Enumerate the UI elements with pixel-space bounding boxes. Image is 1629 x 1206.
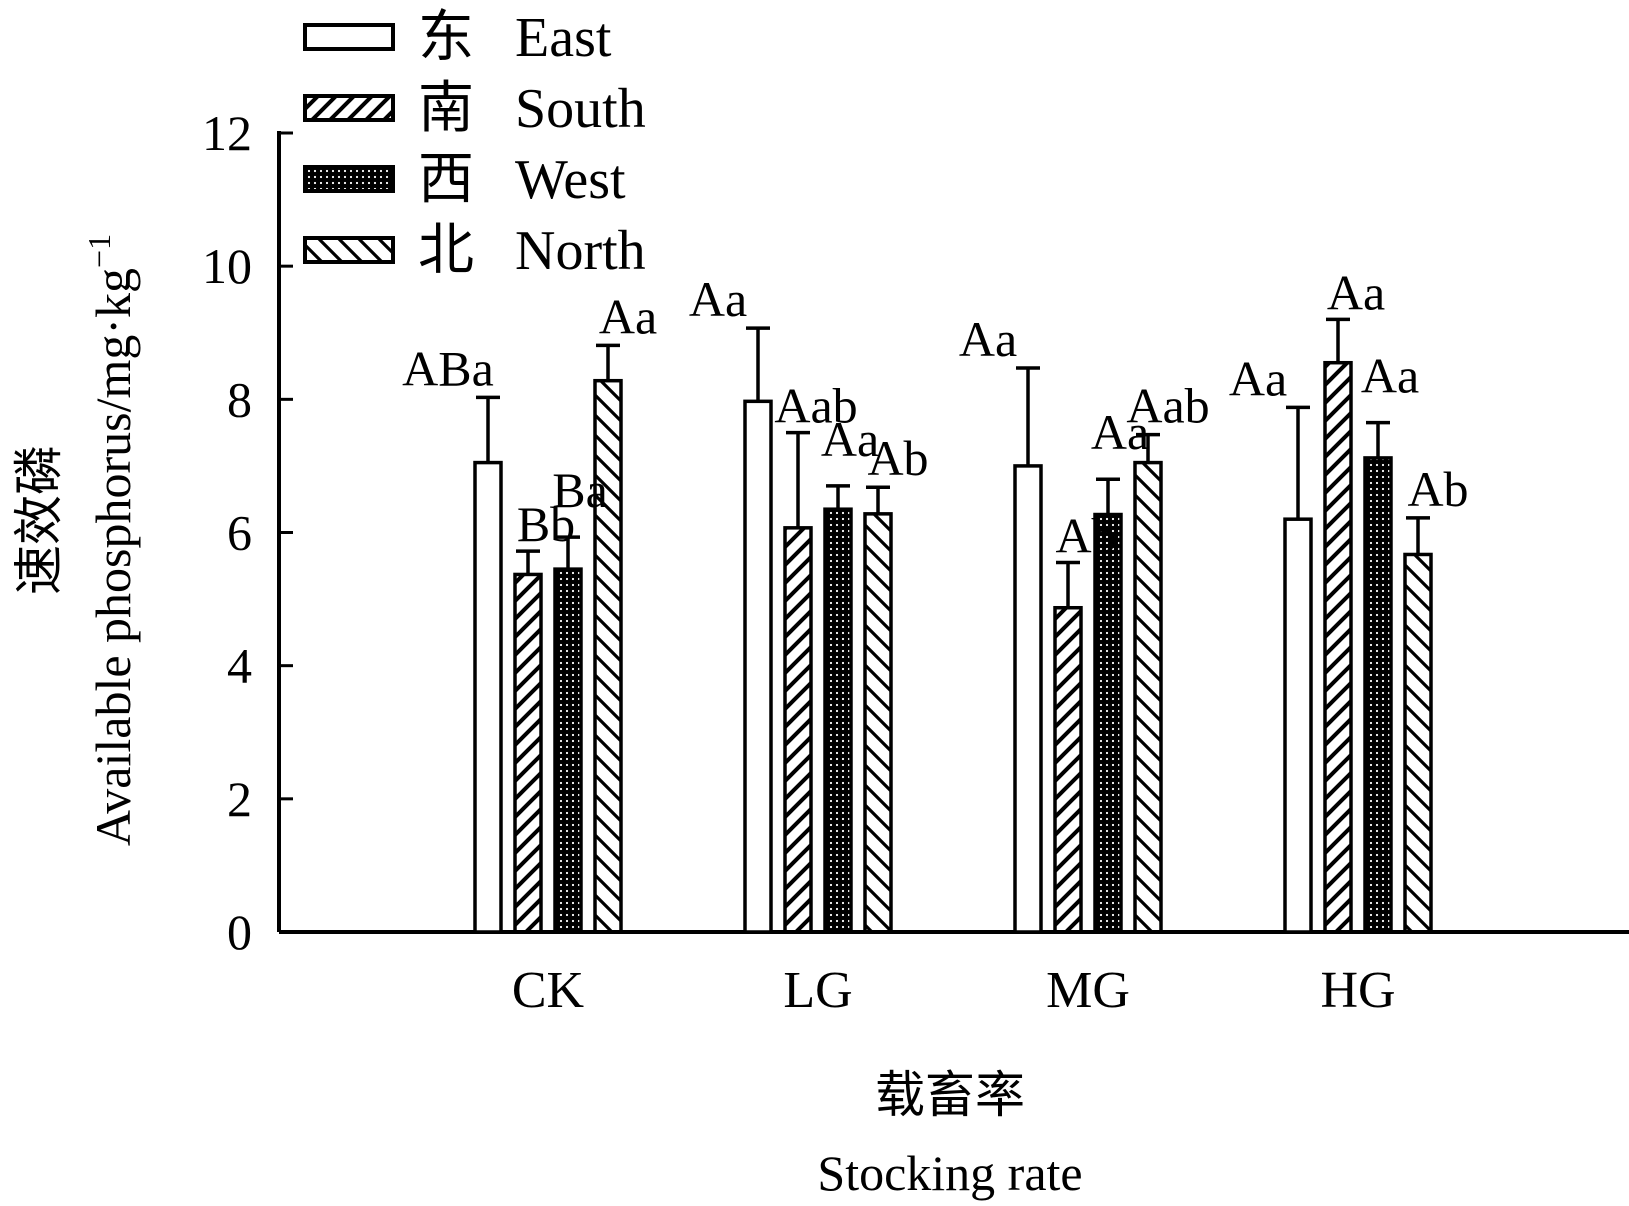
bar-west-lg: [823, 484, 853, 934]
y-tick-label: 4: [227, 638, 252, 694]
significance-label: Aa: [599, 288, 657, 344]
significance-label: Ab: [1055, 507, 1116, 563]
y-tick-label: 2: [227, 771, 252, 827]
legend-item-west: 西 West: [303, 149, 626, 211]
legend-item-south: 南 South: [303, 78, 646, 140]
x-axis-title: Stocking rate: [817, 1145, 1082, 1201]
bar-west-hg: [1363, 420, 1393, 934]
bar-south-mg: [1053, 560, 1083, 934]
y-tick-label: 8: [227, 371, 252, 427]
significance-label: Ba: [552, 462, 608, 518]
bar-south-lg: [783, 430, 813, 934]
significance-label: Aa: [1361, 348, 1419, 404]
y-tick-label: 0: [227, 904, 252, 960]
legend-swatch: [303, 236, 395, 264]
significance-label: Aa: [821, 411, 879, 467]
bars: [473, 317, 1433, 934]
bar-rect: [553, 567, 583, 934]
legend-label: North: [515, 220, 646, 282]
x-category-label: CK: [512, 962, 585, 1019]
bar-east-hg: [1283, 405, 1313, 934]
bar-rect: [1403, 552, 1433, 934]
legend: 东 East 南 South 西 West 北 North: [303, 7, 646, 282]
legend-label-cn: 东: [418, 7, 474, 69]
significance-label: Aa: [959, 311, 1017, 367]
legend-label: East: [515, 7, 612, 69]
bar-rect: [1283, 517, 1313, 934]
bar-rect: [1323, 360, 1353, 934]
legend-label: West: [515, 149, 626, 211]
bar-rect: [743, 399, 773, 934]
y-axis-title: Available phosphorus/mg·kg−1: [81, 234, 141, 846]
legend-swatch: [303, 23, 395, 51]
bar-south-hg: [1323, 317, 1353, 934]
y-tick-label: 12: [202, 105, 252, 161]
legend-label: South: [515, 78, 646, 140]
bar-rect: [1363, 456, 1393, 934]
bar-north-mg: [1133, 432, 1163, 934]
bar-east-ck: [473, 395, 503, 934]
bar-rect: [1013, 464, 1043, 934]
y-tick-label: 6: [227, 505, 252, 561]
bar-rect: [823, 507, 853, 934]
bar-rect: [1093, 512, 1123, 934]
legend-swatch: [303, 165, 395, 193]
bar-north-ck: [593, 343, 623, 934]
x-category-label: MG: [1046, 962, 1130, 1019]
bar-east-lg: [743, 326, 773, 934]
significance-label: Ab: [1407, 461, 1468, 517]
legend-item-east: 东 East: [303, 7, 612, 69]
bar-rect: [1133, 460, 1163, 934]
significance-label: Aab: [1126, 378, 1209, 434]
bar-west-mg: [1093, 477, 1123, 934]
bar-rect: [863, 512, 893, 934]
significance-label: Aa: [1327, 264, 1385, 320]
bar-east-mg: [1013, 366, 1043, 934]
bar-rect: [783, 526, 813, 934]
legend-label-cn: 南: [418, 78, 474, 140]
bar-north-lg: [863, 485, 893, 934]
significance-label: Aa: [1229, 350, 1287, 406]
significance-label: Aab: [774, 378, 857, 434]
significance-label: Ab: [867, 430, 928, 486]
bar-south-ck: [513, 549, 543, 934]
bar-north-hg: [1403, 516, 1433, 934]
bar-rect: [1053, 605, 1083, 934]
y-axis-title-cn: 速效磷: [11, 445, 67, 595]
x-axis-title-cn: 载畜率: [875, 1067, 1025, 1123]
legend-swatch: [303, 94, 395, 122]
legend-label-cn: 北: [418, 220, 474, 282]
legend-label-cn: 西: [418, 149, 474, 211]
significance-label: ABa: [402, 340, 494, 396]
y-tick-label: 10: [202, 238, 252, 294]
bar-rect: [513, 572, 543, 934]
legend-item-north: 北 North: [303, 220, 646, 282]
y-axis-title-superscript: −1: [81, 234, 117, 268]
significance-label: Bb: [517, 496, 575, 552]
significance-label: Aa: [689, 271, 747, 327]
x-category-label: LG: [783, 962, 852, 1019]
x-category-label: HG: [1320, 962, 1395, 1019]
bar-rect: [473, 460, 503, 934]
significance-label: Aa: [1091, 404, 1149, 460]
bar-west-ck: [553, 535, 583, 934]
axes: 0 2 4 6 8 10 12 CK LG MG HG: [202, 105, 1629, 1019]
